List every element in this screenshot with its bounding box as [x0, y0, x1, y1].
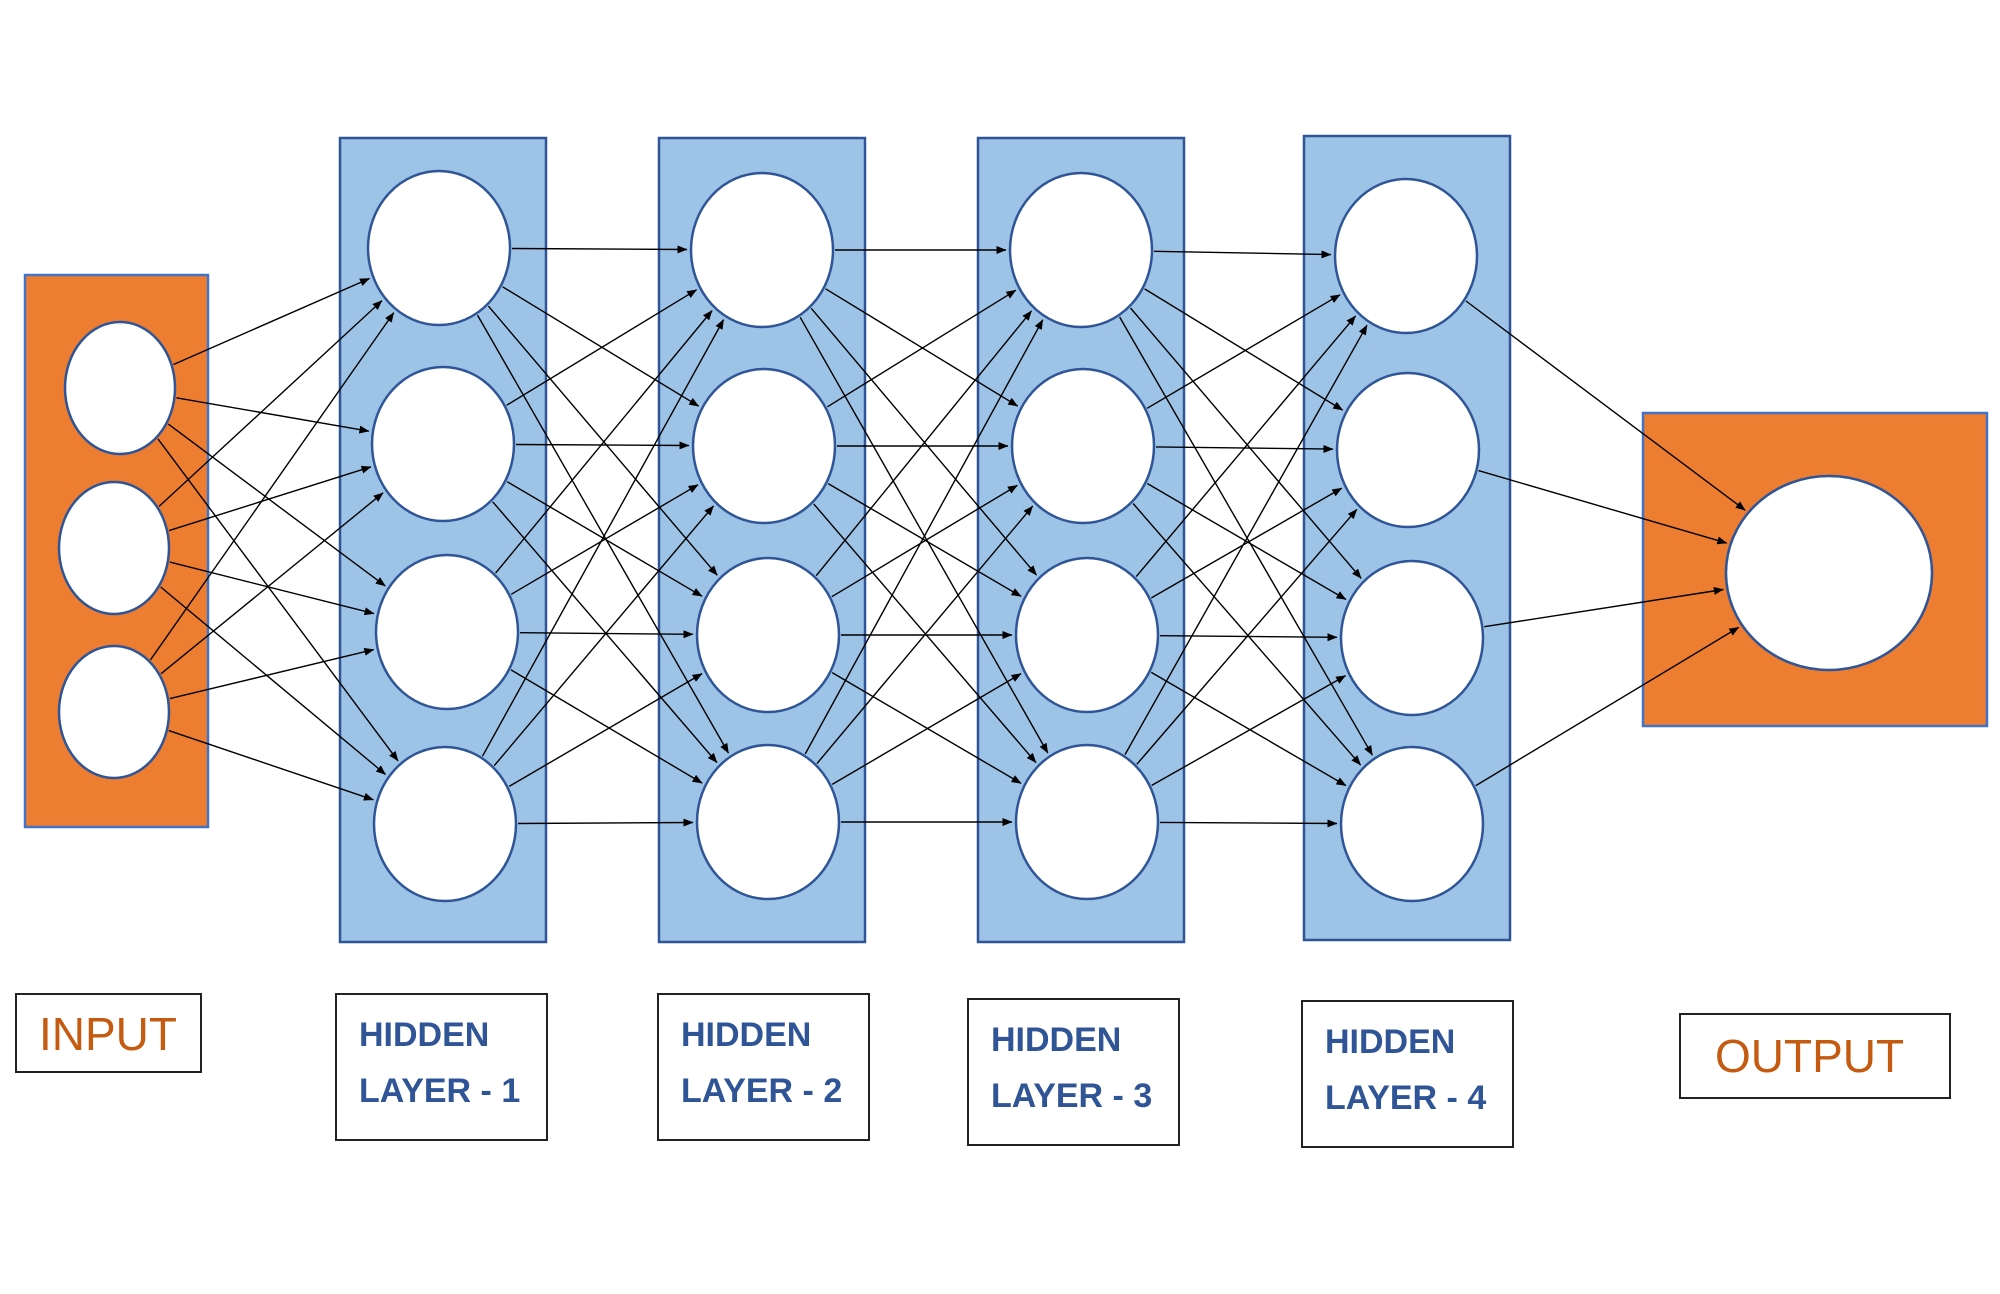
connection-arrow-l0-n1-to-l1-n2 — [176, 397, 370, 434]
connection-arrow-l2-n4-to-l3-n1 — [804, 319, 1044, 755]
connection-arrow-l3-n4-to-l4-n1 — [1124, 324, 1368, 755]
hidden-layer-3-label-line2: LAYER - 3 — [991, 1077, 1153, 1115]
hidden-layer-2-node-2 — [691, 367, 837, 525]
connection-arrow-l3-n3-to-l4-n3 — [1159, 633, 1338, 642]
connection-arrow-l1-n3-to-l2-n1 — [495, 310, 713, 574]
connection-arrow-l3-n4-to-l4-n4 — [1159, 819, 1338, 828]
connection-arrow-l3-n3-to-l4-n1 — [1135, 315, 1357, 578]
hidden-layer-1-node-1 — [366, 169, 512, 327]
connection-arrow-l1-n1-to-l2-n1 — [511, 245, 688, 254]
connection-arrow-l2-n2-to-l3-n1 — [827, 289, 1017, 408]
connection-arrow-l0-n2-to-l1-n3 — [169, 561, 375, 616]
input-label-box: INPUT — [15, 993, 202, 1073]
connection-arrow-l0-n2-to-l1-n2 — [168, 465, 372, 532]
connection-arrow-l2-n1-to-l3-n3 — [810, 307, 1038, 576]
connection-arrow-l3-n3-to-l4-n2 — [1151, 487, 1343, 599]
connection-arrow-l3-n3-to-l4-n4 — [1150, 671, 1347, 787]
connection-arrow-l2-n3-to-l3-n4 — [831, 671, 1022, 785]
connection-arrow-l3-n4-to-l4-n2 — [1136, 508, 1358, 765]
connection-arrow-l1-n1-to-l2-n3 — [487, 305, 718, 576]
connection-arrow-l2-n3-to-l3-n1 — [815, 310, 1033, 577]
connection-arrow-l3-n2-to-l4-n3 — [1146, 482, 1347, 601]
connection-arrow-l0-n1-to-l1-n3 — [167, 423, 386, 587]
connection-arrow-l0-n2-to-l1-n1 — [158, 300, 383, 507]
hidden-layer-2-node-3 — [695, 556, 841, 714]
hidden-layer-3-node-1 — [1008, 171, 1154, 329]
hidden-layer-1-label-box: HIDDEN LAYER - 1 — [335, 993, 548, 1141]
connection-arrow-l3-n1-to-l4-n1 — [1153, 250, 1332, 259]
input-label: INPUT — [39, 1008, 177, 1060]
output-label: OUTPUT — [1715, 1030, 1905, 1082]
hidden-layer-4-label-line1: HIDDEN — [1325, 1023, 1456, 1061]
hidden-layer-2-node-1 — [689, 171, 835, 329]
connection-arrow-l4-n1-to-l5-n1 — [1465, 300, 1746, 511]
input-node-3 — [57, 644, 171, 780]
hidden-layer-4-node-4 — [1339, 745, 1485, 903]
hidden-layer-1-label-line1: HIDDEN — [359, 1016, 490, 1054]
connection-arrow-l2-n2-to-l3-n4 — [813, 503, 1037, 764]
connection-arrow-l1-n1-to-l2-n4 — [476, 314, 730, 754]
connection-arrow-l1-n4-to-l2-n4 — [517, 818, 694, 827]
connection-arrow-l2-n1-to-l3-n2 — [825, 288, 1019, 407]
input-node-1 — [63, 320, 177, 456]
input-node-2 — [57, 480, 171, 616]
connection-arrow-l0-n3-to-l1-n2 — [160, 492, 384, 675]
hidden-layer-3-node-2 — [1010, 367, 1156, 525]
connection-arrow-l3-n2-to-l4-n4 — [1132, 503, 1362, 766]
hidden-layer-2-label-box: HIDDEN LAYER - 2 — [657, 993, 870, 1141]
hidden-layer-2-node-4 — [695, 743, 841, 901]
connection-arrow-l0-n2-to-l1-n4 — [160, 586, 387, 776]
connection-arrow-l3-n4-to-l4-n3 — [1151, 674, 1347, 787]
hidden-layer-1-node-2 — [370, 365, 516, 523]
connection-arrow-l1-n2-to-l2-n2 — [515, 441, 690, 450]
connection-arrow-l0-n1-to-l1-n1 — [173, 277, 370, 366]
hidden-layer-4-label-line2: LAYER - 4 — [1325, 1079, 1487, 1117]
hidden-layer-4-label-box: HIDDEN LAYER - 4 — [1301, 1000, 1514, 1148]
connection-arrow-l3-n2-to-l4-n1 — [1146, 294, 1341, 409]
hidden-layer-3-label-line1: HIDDEN — [991, 1021, 1122, 1059]
connection-arrow-l0-n3-to-l1-n4 — [168, 729, 374, 801]
connection-arrow-l1-n3-to-l2-n2 — [510, 484, 699, 595]
connection-arrow-l4-n4-to-l5-n1 — [1475, 626, 1740, 787]
connection-arrow-l1-n4-to-l2-n1 — [481, 319, 725, 757]
hidden-layer-1-node-4 — [372, 745, 518, 903]
connection-arrow-l0-n3-to-l1-n3 — [169, 647, 375, 700]
connection-arrow-l1-n4-to-l2-n3 — [508, 672, 703, 788]
connection-arrow-l1-n4-to-l2-n2 — [493, 505, 715, 767]
hidden-layer-4-node-1 — [1333, 177, 1479, 335]
hidden-layer-4-node-3 — [1339, 559, 1485, 717]
connection-arrow-l4-n2-to-l5-n1 — [1478, 469, 1728, 545]
connection-arrow-l3-n1-to-l4-n4 — [1118, 316, 1374, 756]
connection-arrow-l0-n3-to-l1-n1 — [149, 312, 395, 661]
hidden-layer-2-label-line1: HIDDEN — [681, 1016, 812, 1054]
connection-arrow-l2-n4-to-l3-n3 — [831, 672, 1022, 786]
hidden-layer-4-node-2 — [1335, 371, 1481, 529]
connection-arrow-l1-n3-to-l2-n4 — [510, 669, 703, 784]
connection-arrow-l1-n1-to-l2-n2 — [502, 286, 700, 407]
hidden-layer-1-node-3 — [374, 553, 520, 711]
hidden-layer-1-label-line2: LAYER - 1 — [359, 1072, 521, 1110]
hidden-layer-3-node-4 — [1014, 743, 1160, 901]
connection-arrow-l0-n1-to-l1-n4 — [157, 438, 399, 762]
connection-arrow-l2-n1-to-l3-n4 — [799, 316, 1049, 754]
connection-arrow-l4-n3-to-l5-n1 — [1484, 587, 1724, 628]
output-label-box: OUTPUT — [1679, 1013, 1951, 1099]
connection-arrow-l3-n1-to-l4-n2 — [1144, 288, 1344, 411]
connection-arrow-l2-n3-to-l3-n2 — [831, 484, 1018, 598]
output-node — [1724, 474, 1934, 672]
connection-arrow-l2-n4-to-l3-n2 — [816, 505, 1034, 764]
connection-arrow-l1-n2-to-l2-n4 — [492, 501, 718, 764]
hidden-layer-3-label-box: HIDDEN LAYER - 3 — [967, 998, 1180, 1146]
hidden-layer-3-node-3 — [1014, 556, 1160, 714]
hidden-layer-2-label-line2: LAYER - 2 — [681, 1072, 843, 1110]
connection-arrow-l2-n2-to-l3-n3 — [827, 482, 1022, 598]
connection-arrow-l3-n1-to-l4-n3 — [1129, 307, 1362, 579]
connection-arrow-l1-n2-to-l2-n1 — [506, 289, 698, 406]
